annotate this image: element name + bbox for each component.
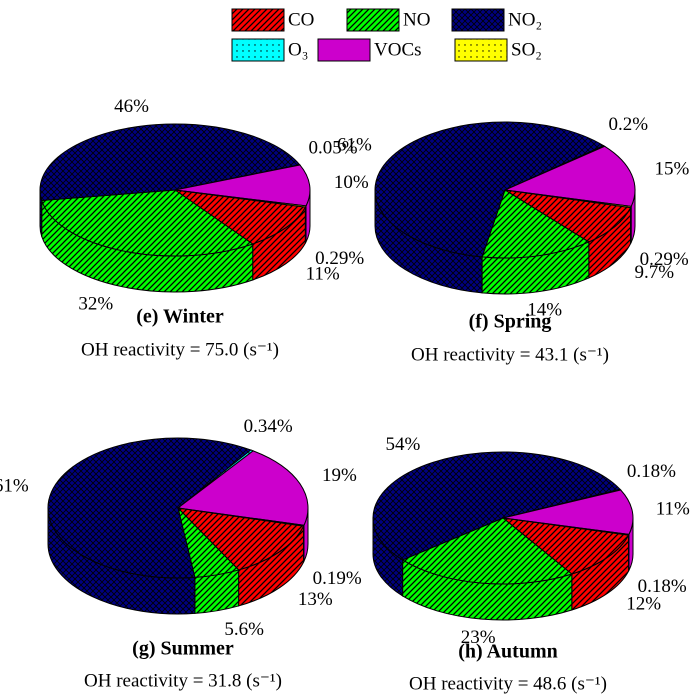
chart-subtitle: OH reactivity = 75.0 (s⁻¹): [81, 339, 279, 360]
value-label: 54%: [386, 434, 421, 455]
value-label: 61%: [337, 134, 372, 155]
slice: [374, 121, 605, 258]
value-label: 0.29%: [315, 248, 364, 269]
value-label: 5.6%: [224, 619, 264, 640]
value-label: 0.34%: [244, 416, 293, 437]
slice: [504, 189, 632, 209]
value-label: 12%: [626, 593, 661, 614]
value-label: 61%: [0, 475, 29, 496]
slice: [176, 450, 309, 526]
chart-title: (f) Spring: [469, 311, 552, 333]
chart-subtitle: OH reactivity = 48.6 (s⁻¹): [409, 673, 607, 694]
chart-title: (g) Summer: [132, 638, 234, 660]
value-label: 0.29%: [640, 249, 689, 270]
legend-label: NO₂: [508, 9, 542, 30]
legend-label: NO: [403, 9, 430, 30]
slice: [39, 123, 301, 202]
value-label: 11%: [656, 498, 690, 519]
chart-subtitle: OH reactivity = 43.1 (s⁻¹): [411, 344, 609, 365]
legend-label: O₃: [288, 39, 308, 60]
legend-label: VOCs: [374, 39, 422, 60]
slice: [41, 189, 254, 257]
legend-swatch: [231, 8, 285, 32]
slice: [174, 189, 307, 245]
legend-label: CO: [288, 9, 314, 30]
value-label: 11%: [306, 263, 340, 284]
slice: [504, 189, 632, 243]
value-label: 0.18%: [638, 576, 687, 597]
value-label: 9.7%: [634, 262, 674, 283]
value-label: 19%: [322, 465, 357, 486]
legend-swatch: [454, 38, 508, 62]
value-label: 13%: [298, 589, 333, 610]
slice: [503, 145, 636, 207]
slice: [481, 189, 590, 259]
slice: [177, 507, 305, 527]
slice-side: [630, 206, 632, 244]
value-label: 0.18%: [627, 461, 676, 482]
slice: [501, 517, 630, 575]
value-label: 14%: [527, 300, 562, 321]
value-label: 32%: [78, 293, 113, 314]
value-label: 0.05%: [308, 137, 357, 158]
chart-title: (h) Autumn: [458, 641, 557, 663]
value-label: 15%: [654, 158, 689, 179]
value-label: 23%: [461, 627, 496, 648]
slice-side: [304, 205, 307, 244]
slice: [372, 451, 622, 561]
slice: [174, 164, 311, 207]
legend-swatch: [346, 8, 400, 32]
slice: [47, 437, 252, 579]
slice: [174, 189, 307, 208]
slice: [176, 507, 305, 571]
value-label: 10%: [334, 172, 369, 193]
chart-title: (e) Winter: [136, 306, 224, 328]
legend-swatch: [231, 38, 285, 62]
chart-subtitle: OH reactivity = 31.8 (s⁻¹): [84, 670, 282, 691]
legend-label: SO₂: [511, 39, 542, 60]
legend-swatch: [317, 38, 371, 62]
value-label: 46%: [114, 96, 149, 117]
value-label: 0.19%: [313, 568, 362, 589]
legend-swatch: [451, 8, 505, 32]
value-label: 0.2%: [608, 114, 648, 135]
slice: [502, 517, 630, 536]
slice: [502, 489, 634, 535]
slice: [401, 517, 573, 585]
